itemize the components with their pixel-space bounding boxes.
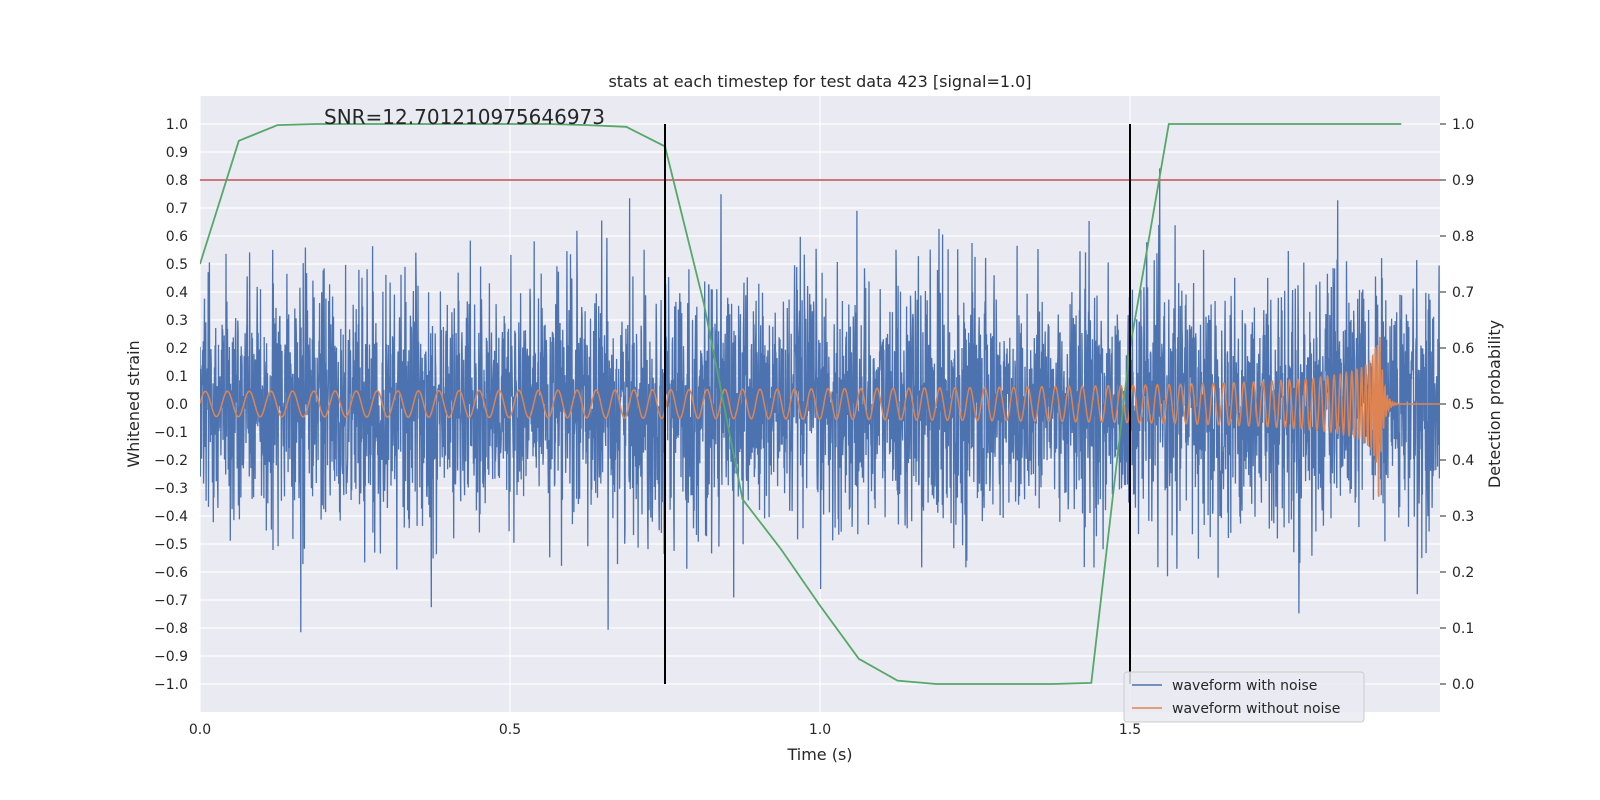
y2-tick-label-5: 0.5 — [1452, 397, 1474, 413]
line-detection-probability — [200, 123, 1402, 685]
x-tick-label-1: 0.5 — [499, 722, 521, 738]
y-tick-label-11: −0.1 — [154, 425, 188, 441]
series-waveform-with-noise — [200, 168, 1440, 633]
legend: waveform with noise waveform without noi… — [1123, 671, 1365, 723]
y-tick-label-5: 0.5 — [166, 257, 188, 273]
y2-tick-label-9: 0.1 — [1452, 621, 1474, 637]
y-tick-label-16: −0.6 — [154, 565, 188, 581]
y2-tick-label-8: 0.2 — [1452, 565, 1474, 581]
y2-tick-label-0: 1.0 — [1452, 117, 1474, 133]
y-tick-label-2: 0.8 — [166, 173, 188, 189]
y2-tick-label-2: 0.8 — [1452, 229, 1474, 245]
legend-box — [1123, 671, 1365, 723]
x-tick-label-3: 1.5 — [1119, 722, 1141, 738]
y2-tick-label-6: 0.4 — [1452, 453, 1474, 469]
x-axis-label: Time (s) — [786, 745, 852, 764]
y-tick-label-4: 0.6 — [166, 229, 188, 245]
y-tick-label-12: −0.2 — [154, 453, 188, 469]
y-tick-label-3: 0.7 — [166, 201, 188, 217]
y-tick-label-20: −1.0 — [154, 677, 188, 693]
y2-axis-label: Detection probability — [1485, 320, 1504, 488]
x-tick-label-0: 0.0 — [189, 722, 211, 738]
y-tick-label-10: 0.0 — [166, 397, 188, 413]
y-tick-label-9: 0.1 — [166, 369, 188, 385]
y2-tick-label-1: 0.9 — [1452, 173, 1474, 189]
y-tick-label-6: 0.4 — [166, 285, 188, 301]
legend-label-noise: waveform with noise — [1172, 678, 1317, 694]
y-tick-label-18: −0.8 — [154, 621, 188, 637]
x-ticks: 0.0 0.5 1.0 1.5 — [189, 722, 1141, 738]
y-tick-label-1: 0.9 — [166, 145, 188, 161]
y-tick-label-8: 0.2 — [166, 341, 188, 357]
y-tick-label-0: 1.0 — [166, 117, 188, 133]
y2-ticks: 1.0 0.9 0.8 0.7 0.6 0.5 0.4 0.3 0.2 0.1 0.0 — [1440, 117, 1474, 693]
legend-label-clean: waveform without noise — [1172, 701, 1340, 717]
vertical-markers — [664, 124, 1131, 684]
line-waveform-without-noise — [200, 336, 1440, 497]
y-tick-label-19: −0.9 — [154, 649, 188, 665]
y2-tick-label-4: 0.6 — [1452, 341, 1474, 357]
y-axis-label: Whitened strain — [124, 340, 143, 467]
x-tick-label-2: 1.0 — [809, 722, 831, 738]
y2-tick-label-7: 0.3 — [1452, 509, 1474, 525]
y-tick-label-14: −0.4 — [154, 509, 188, 525]
plot-content — [200, 123, 1440, 685]
y2-tick-label-10: 0.0 — [1452, 677, 1474, 693]
y-tick-label-17: −0.7 — [154, 593, 188, 609]
y-ticks: 1.0 0.9 0.8 0.7 0.6 0.5 0.4 0.3 0.2 0.1 0.0 −0.1 −0.… — [154, 117, 188, 693]
y-tick-label-13: −0.3 — [154, 481, 188, 497]
y-tick-label-15: −0.5 — [154, 537, 188, 553]
y2-tick-label-3: 0.7 — [1452, 285, 1474, 301]
series-waveform-without-noise — [200, 336, 1440, 497]
line-waveform-with-noise — [200, 168, 1440, 633]
snr-annotation: SNR=12.701210975646973 — [324, 105, 605, 129]
series-detection-probability — [200, 123, 1402, 685]
y-tick-label-7: 0.3 — [166, 313, 188, 329]
chart-title: stats at each timestep for test data 423… — [608, 72, 1031, 91]
